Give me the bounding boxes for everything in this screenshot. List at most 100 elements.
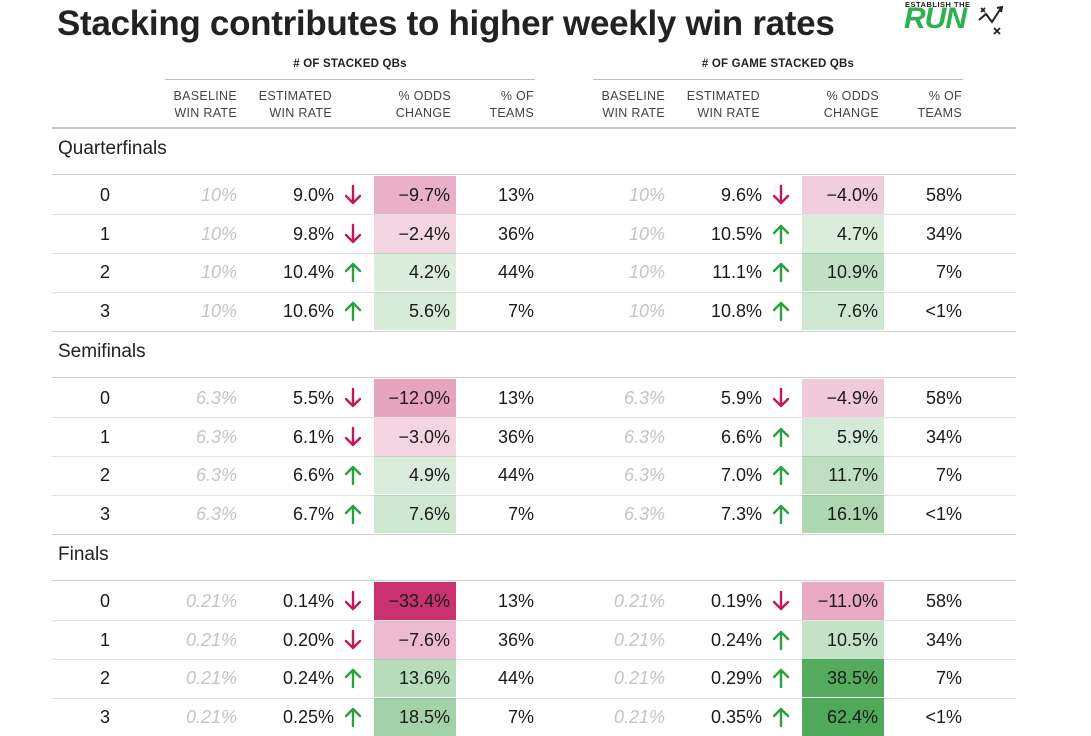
percent-of-teams: 44% — [497, 262, 534, 283]
qb-count: 2 — [99, 262, 110, 283]
arrow-up-icon — [344, 669, 362, 689]
baseline-win-rate: 0.21% — [185, 591, 237, 611]
odds-change-cell: −12.0% — [374, 379, 456, 417]
odds-change-cell: −4.9% — [802, 379, 884, 417]
estimated-win-rate: 0.24% — [710, 629, 762, 650]
arrow-up-icon — [344, 504, 362, 525]
baseline-win-rate: 10% — [628, 185, 665, 205]
odds-change-cell: 4.9% — [374, 456, 456, 495]
column-header-baseline: BASELINE WIN RATE — [165, 88, 237, 122]
arrow-down-icon — [344, 629, 362, 649]
percent-of-teams: 7% — [507, 707, 534, 728]
estimated-win-rate: 9.6% — [720, 185, 762, 205]
section-end-rule — [52, 330, 1016, 332]
column-header-estimated: ESTIMATED WIN RATE — [675, 88, 760, 122]
percent-of-teams: 44% — [497, 668, 534, 689]
baseline-win-rate: 6.3% — [195, 426, 237, 447]
baseline-win-rate: 0.21% — [185, 707, 237, 728]
odds-change-cell: −7.6% — [374, 620, 456, 659]
arrow-down-icon — [772, 387, 790, 408]
odds-change-cell: 7.6% — [374, 495, 456, 534]
row-rule — [52, 620, 1016, 622]
row-rule — [52, 291, 1016, 293]
logo-play-arrow-icon — [978, 5, 1004, 35]
estimated-win-rate: 7.3% — [720, 504, 762, 525]
percent-of-teams: 7% — [935, 668, 962, 689]
percent-of-teams: 34% — [925, 426, 962, 447]
baseline-win-rate: 6.3% — [623, 504, 665, 525]
column-header-line: CHANGE — [823, 106, 879, 120]
column-header-line: WIN RATE — [174, 106, 237, 120]
arrow-down-icon — [344, 223, 362, 243]
estimated-win-rate: 0.19% — [710, 591, 762, 611]
column-header-line: % ODDS — [398, 89, 451, 103]
arrow-up-icon — [772, 466, 790, 486]
baseline-win-rate: 0.21% — [613, 668, 665, 689]
row-rule — [52, 697, 1016, 699]
arrow-up-icon — [772, 504, 790, 525]
estimated-win-rate: 7.0% — [720, 465, 762, 486]
section-rule — [52, 174, 1016, 175]
row-rule — [52, 214, 1016, 216]
column-header-odds: % ODDS CHANGE — [803, 88, 879, 122]
percent-of-teams: 36% — [497, 629, 534, 650]
percent-of-teams: 58% — [925, 591, 962, 611]
qb-count: 0 — [99, 185, 110, 205]
arrow-up-icon — [772, 669, 790, 689]
baseline-win-rate: 0.21% — [613, 707, 665, 728]
estimated-win-rate: 0.25% — [282, 707, 334, 728]
section-rule — [52, 580, 1016, 581]
estimated-win-rate: 5.9% — [720, 388, 762, 408]
percent-of-teams: 34% — [925, 223, 962, 244]
estimated-win-rate: 11.1% — [712, 262, 762, 283]
estimated-win-rate: 6.6% — [292, 465, 334, 486]
baseline-win-rate: 0.21% — [613, 629, 665, 650]
arrow-down-icon — [344, 184, 362, 205]
odds-change-cell: 62.4% — [802, 698, 884, 736]
header-rule — [52, 127, 1016, 129]
section-label: Quarterfinals — [58, 138, 167, 159]
column-header-odds: % ODDS CHANGE — [375, 88, 451, 122]
odds-change-cell: −11.0% — [802, 582, 884, 620]
estimated-win-rate: 6.7% — [292, 504, 334, 525]
baseline-win-rate: 10% — [200, 301, 237, 322]
baseline-win-rate: 0.21% — [185, 668, 237, 689]
qb-count: 3 — [99, 504, 110, 525]
column-header-teams: % OF TEAMS — [470, 88, 534, 122]
column-header-line: WIN RATE — [697, 106, 760, 120]
column-header-teams: % OF TEAMS — [898, 88, 962, 122]
baseline-win-rate: 0.21% — [613, 591, 665, 611]
percent-of-teams: 7% — [935, 465, 962, 486]
odds-change-cell: 18.5% — [374, 698, 456, 736]
percent-of-teams: 58% — [925, 388, 962, 408]
percent-of-teams: 13% — [497, 388, 534, 408]
baseline-win-rate: 6.3% — [623, 388, 665, 408]
odds-change-cell: 13.6% — [374, 659, 456, 698]
estimated-win-rate: 10.4% — [282, 262, 334, 283]
column-header-line: WIN RATE — [269, 106, 332, 120]
qb-count: 1 — [99, 426, 110, 447]
group-underline — [593, 79, 963, 80]
column-header-line: WIN RATE — [602, 106, 665, 120]
estimated-win-rate: 10.8% — [710, 301, 762, 322]
column-header-line: ESTIMATED — [686, 89, 760, 103]
row-rule — [52, 252, 1016, 254]
group-underline — [165, 79, 535, 80]
percent-of-teams: 36% — [497, 426, 534, 447]
column-header-line: TEAMS — [917, 106, 962, 120]
arrow-up-icon — [772, 707, 790, 728]
arrow-up-icon — [344, 466, 362, 486]
column-header-line: TEAMS — [489, 106, 534, 120]
percent-of-teams: <1% — [925, 707, 962, 728]
arrow-up-icon — [772, 630, 790, 650]
logo-big-text: RUN — [904, 2, 967, 35]
baseline-win-rate: 10% — [628, 301, 665, 322]
percent-of-teams: 7% — [507, 504, 534, 525]
odds-change-cell: −4.0% — [802, 176, 884, 214]
column-header-baseline: BASELINE WIN RATE — [593, 88, 665, 122]
qb-count: 3 — [99, 301, 110, 322]
odds-change-cell: 10.9% — [802, 253, 884, 292]
estimated-win-rate: 0.29% — [710, 668, 762, 689]
percent-of-teams: 13% — [497, 591, 534, 611]
arrow-down-icon — [344, 426, 362, 446]
